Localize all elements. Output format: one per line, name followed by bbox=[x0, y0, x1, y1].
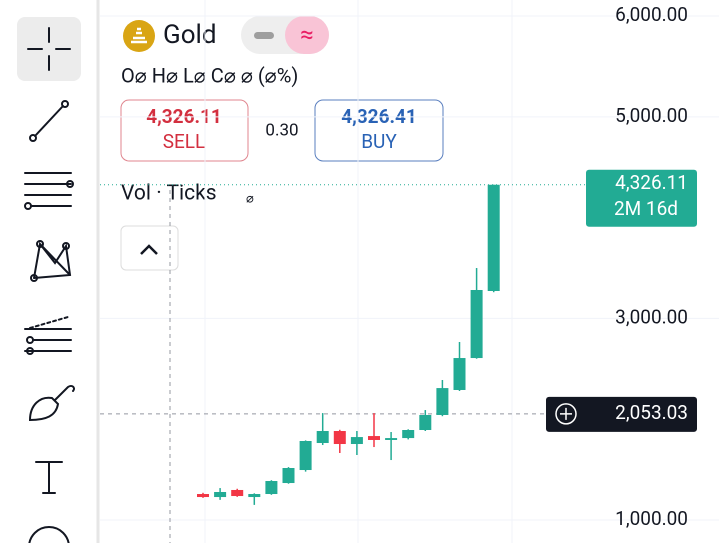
plus-icon bbox=[560, 407, 572, 420]
symbol-header: Gold ≈ O⌀ H⌀ L⌀ C⌀ ⌀ (⌀%) 4,326.11 SELL … bbox=[120, 16, 444, 271]
toolbar-bg bbox=[0, 0, 98, 543]
y-tick-label: 1,000.00 bbox=[615, 507, 688, 530]
crosshair-tool[interactable] bbox=[27, 27, 71, 71]
buy-label: BUY bbox=[361, 130, 397, 153]
toolbar bbox=[0, 0, 100, 543]
shape-tool[interactable] bbox=[28, 526, 70, 543]
candle-body bbox=[436, 388, 449, 415]
gold-bars bbox=[131, 27, 147, 44]
spread: 0.30 bbox=[265, 120, 298, 140]
buy-button[interactable] bbox=[314, 99, 444, 162]
gold-icon bbox=[123, 20, 155, 52]
text-tool[interactable] bbox=[35, 461, 63, 494]
add-alert-icon[interactable] bbox=[555, 403, 577, 425]
crosshair-badge bbox=[546, 396, 697, 432]
toggle-on bbox=[285, 16, 329, 54]
candle-body bbox=[470, 289, 483, 359]
candle-body bbox=[316, 431, 329, 444]
candle-body bbox=[214, 491, 227, 498]
candle-body bbox=[368, 436, 380, 440]
trend-line-tool[interactable] bbox=[29, 100, 69, 142]
candle-body bbox=[197, 494, 209, 498]
candle-body bbox=[453, 358, 466, 390]
y-tick-label: 3,000.00 bbox=[615, 305, 688, 328]
last-price-label: 4,326.11 bbox=[615, 171, 688, 194]
symbol-name: Gold bbox=[163, 20, 217, 50]
candle-body bbox=[487, 184, 500, 292]
candle-body bbox=[333, 431, 346, 445]
toggle-off bbox=[254, 32, 274, 39]
chart: 1,000.00 3,000.00 5,000.00 6,000.00 4,326.11… bbox=[100, 0, 719, 543]
pattern-tool[interactable] bbox=[30, 240, 72, 282]
last-price-badge bbox=[586, 169, 697, 227]
countdown: 2M 16d bbox=[614, 197, 678, 220]
candle-body bbox=[385, 438, 398, 440]
candle-body bbox=[419, 414, 432, 431]
caret-icon bbox=[140, 244, 158, 255]
y-tick-label: 5,000.00 bbox=[615, 104, 688, 127]
candle-body bbox=[231, 489, 244, 497]
ohlc: O⌀ H⌀ L⌀ C⌀ ⌀ (⌀%) bbox=[121, 63, 298, 87]
candle-body bbox=[402, 430, 415, 439]
crosshair-label: 2,053.03 bbox=[615, 401, 688, 424]
sell-button[interactable] bbox=[120, 99, 249, 162]
candle-body bbox=[248, 494, 261, 498]
candle-body bbox=[265, 481, 278, 495]
toggle-icon: ≈ bbox=[300, 20, 314, 48]
selected-tool-bg bbox=[17, 17, 81, 81]
projection-tool[interactable] bbox=[24, 316, 72, 355]
volume-label: Vol · Ticks bbox=[121, 182, 217, 206]
y-tick-label: 6,000.00 bbox=[615, 3, 688, 26]
candle-body bbox=[350, 437, 363, 445]
volume-value: ⌀ bbox=[246, 191, 254, 206]
fib-tool[interactable] bbox=[24, 172, 74, 210]
candle-body bbox=[282, 468, 295, 484]
brush-tool[interactable] bbox=[28, 384, 76, 422]
candle-body bbox=[299, 440, 312, 471]
sell-label: SELL bbox=[163, 130, 206, 153]
